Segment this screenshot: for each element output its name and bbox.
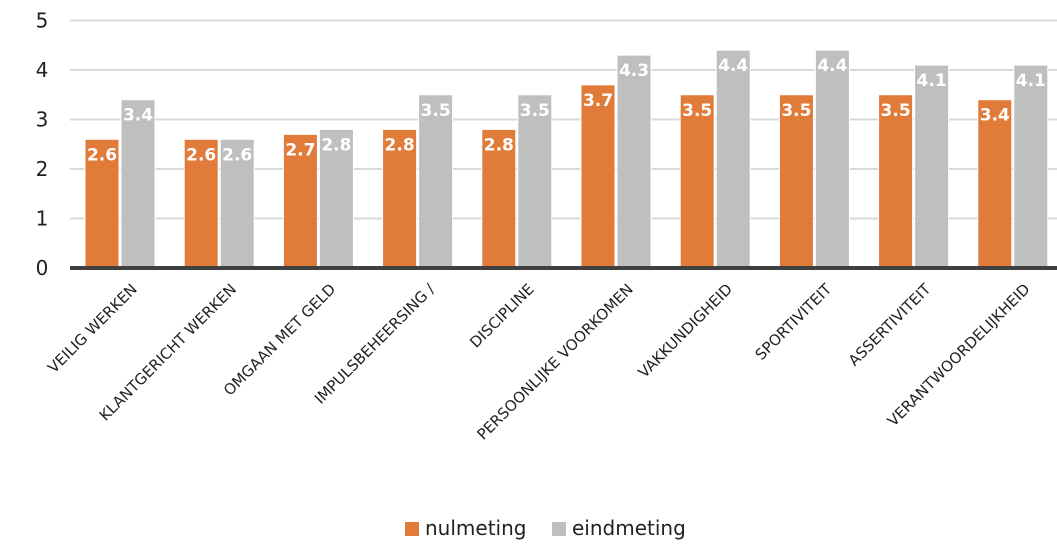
data-label-eindmeting: 4.1 bbox=[1016, 71, 1046, 91]
data-label-eindmeting: 4.4 bbox=[718, 56, 748, 76]
data-label-nulmeting: 2.6 bbox=[186, 145, 216, 165]
bar-nulmeting bbox=[382, 128, 418, 269]
data-label-nulmeting: 3.5 bbox=[682, 101, 712, 121]
bar-nulmeting bbox=[84, 138, 120, 269]
x-tick-label: VEILIG WERKEN bbox=[44, 280, 141, 377]
bar-eindmeting bbox=[616, 54, 652, 269]
bar-nulmeting bbox=[977, 99, 1013, 269]
data-label-eindmeting: 3.5 bbox=[421, 101, 451, 121]
data-label-nulmeting: 2.6 bbox=[87, 145, 117, 165]
data-label-nulmeting: 2.8 bbox=[484, 135, 514, 155]
x-tick-label: OMGAAN MET GELD bbox=[220, 280, 339, 399]
bar-eindmeting bbox=[219, 138, 255, 269]
x-tick-label: PERSOONLIJKE VOORKOMEN bbox=[473, 280, 636, 443]
y-tick-label: 2 bbox=[36, 157, 49, 181]
legend-swatch-eindmeting bbox=[552, 522, 566, 536]
data-labels: 2.6 3.4 2.6 2.6 2.7 2.8 2.8 3.5 2.8 3.5 3.7 4.3 3.5 4… bbox=[87, 56, 1046, 165]
data-label-eindmeting: 3.5 bbox=[520, 101, 550, 121]
x-tick-label: ASSERTIVITEIT bbox=[845, 280, 935, 370]
data-label-eindmeting: 4.4 bbox=[817, 56, 847, 76]
y-tick-label: 3 bbox=[36, 108, 49, 132]
y-tick-label: 0 bbox=[36, 256, 49, 280]
data-label-nulmeting: 2.7 bbox=[285, 140, 315, 160]
bar-eindmeting bbox=[814, 49, 850, 269]
legend-swatch-nulmeting bbox=[405, 522, 419, 536]
data-label-nulmeting: 3.5 bbox=[781, 101, 811, 121]
bar-eindmeting bbox=[914, 64, 950, 269]
bar-eindmeting bbox=[517, 94, 553, 269]
bar-nulmeting bbox=[183, 138, 219, 269]
y-tick-label: 5 bbox=[36, 9, 49, 33]
y-tick-label: 4 bbox=[36, 58, 49, 82]
bar-eindmeting bbox=[715, 49, 751, 269]
bar-nulmeting bbox=[282, 133, 318, 269]
data-label-nulmeting: 3.5 bbox=[881, 101, 911, 121]
x-tick-label: DISCIPLINE bbox=[466, 280, 537, 351]
x-tick-label: SPORTIVITEIT bbox=[752, 280, 836, 364]
legend: nulmeting eindmeting bbox=[405, 516, 686, 540]
bar-eindmeting bbox=[1013, 64, 1049, 269]
legend-label-nulmeting: nulmeting bbox=[425, 516, 526, 540]
data-label-nulmeting: 3.4 bbox=[980, 106, 1010, 126]
data-label-eindmeting: 2.6 bbox=[222, 145, 252, 165]
bar-nulmeting bbox=[679, 94, 715, 269]
bars bbox=[84, 49, 1049, 269]
data-label-eindmeting: 4.3 bbox=[619, 61, 649, 81]
bar-eindmeting bbox=[318, 128, 354, 269]
legend-label-eindmeting: eindmeting bbox=[572, 516, 686, 540]
data-label-eindmeting: 2.8 bbox=[321, 135, 351, 155]
data-label-eindmeting: 3.4 bbox=[123, 106, 153, 126]
bar-nulmeting bbox=[878, 94, 914, 269]
bar-nulmeting bbox=[580, 84, 616, 269]
data-label-eindmeting: 4.1 bbox=[917, 71, 947, 91]
y-tick-label: 1 bbox=[36, 207, 49, 231]
data-label-nulmeting: 3.7 bbox=[583, 91, 613, 111]
y-axis-ticks: 0 1 2 3 4 5 bbox=[36, 9, 49, 281]
bar-nulmeting bbox=[778, 94, 814, 269]
data-label-nulmeting: 2.8 bbox=[385, 135, 415, 155]
x-tick-label: VAKKUNDIGHEID bbox=[635, 280, 736, 381]
bar-nulmeting bbox=[481, 128, 517, 269]
bar-eindmeting bbox=[418, 94, 454, 269]
